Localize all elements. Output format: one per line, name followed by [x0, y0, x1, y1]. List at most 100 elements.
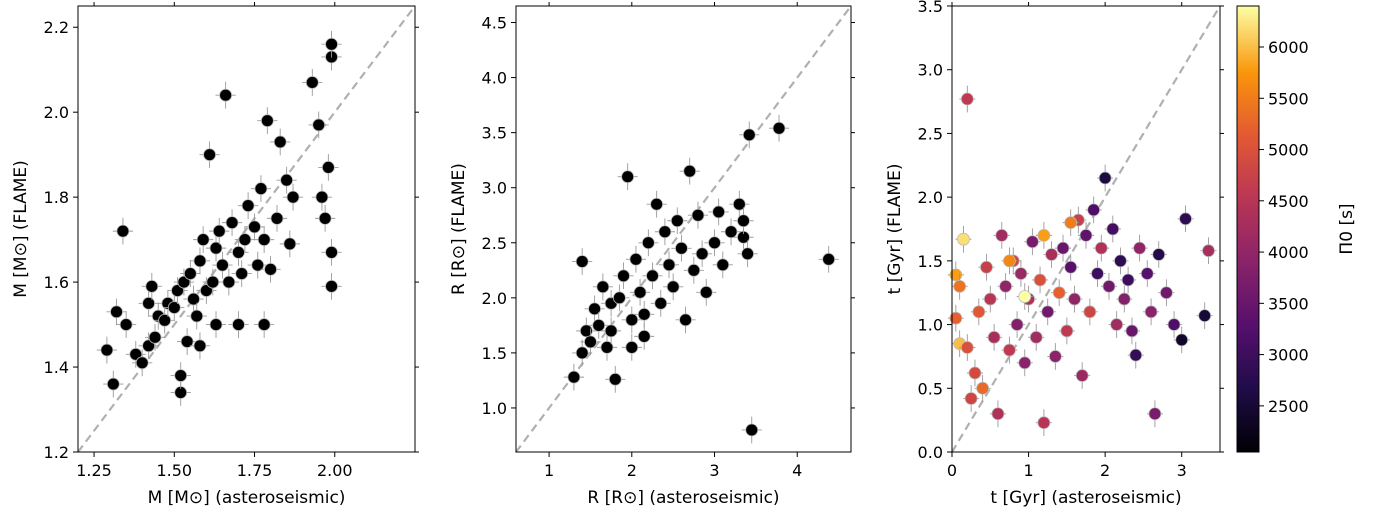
data-point — [1037, 416, 1051, 430]
data-point — [325, 279, 338, 293]
data-point — [158, 313, 172, 327]
y-tick-label: 1.8 — [44, 188, 69, 207]
data-point — [321, 161, 335, 174]
x-tick-label: 3 — [709, 461, 719, 480]
data-point — [637, 307, 651, 321]
data-point — [658, 225, 672, 239]
data-point — [1087, 203, 1101, 217]
y-tick-label: 2.0 — [44, 103, 69, 122]
data-point — [600, 340, 614, 354]
colorbar-tick-label: 5500 — [1268, 89, 1309, 108]
data-point — [625, 313, 639, 327]
data-point — [579, 324, 593, 338]
data-point — [575, 346, 589, 360]
y-tick-label: 4.0 — [482, 69, 507, 88]
data-point — [972, 305, 986, 319]
y-axis-label: t [Gyr] (FLAME) — [885, 164, 905, 295]
age-panel: 0 1 2 3 0.0 0.5 1.0 1.5 2.0 2.5 3.0 3.5 t [Gyr] (ast… — [885, 0, 1224, 508]
data-point — [145, 279, 159, 293]
data-point — [1026, 235, 1039, 249]
data-point — [1110, 318, 1124, 331]
data-point — [248, 220, 261, 234]
data-point — [216, 258, 229, 272]
data-point — [949, 268, 963, 282]
data-point — [1140, 267, 1154, 281]
data-point — [724, 225, 738, 239]
x-tick-label: 1 — [1023, 461, 1033, 480]
data-point — [991, 407, 1005, 421]
colorbar-gradient — [1236, 5, 1260, 453]
data-point — [650, 197, 664, 211]
data-point — [641, 236, 655, 250]
data-point — [209, 318, 223, 331]
data-point — [1041, 305, 1055, 319]
colorbar-tick-label: 3500 — [1268, 294, 1309, 313]
data-point — [325, 37, 338, 51]
data-point — [235, 267, 249, 281]
data-point — [1167, 318, 1181, 331]
data-point — [646, 269, 659, 283]
data-point — [148, 330, 162, 344]
data-point — [964, 392, 978, 405]
x-tick-label: 1 — [544, 461, 554, 480]
y-tick-label: 1.0 — [918, 316, 943, 335]
data-point — [119, 318, 133, 331]
y-axis-label: M [M⊙] (FLAME) — [11, 160, 31, 298]
data-point — [257, 318, 271, 331]
data-point — [957, 232, 970, 246]
x-tick-label: 2.00 — [317, 461, 353, 480]
data-point — [637, 329, 651, 343]
y-tick-label: 2.0 — [918, 188, 943, 207]
data-point — [232, 318, 245, 331]
y-tick-label: 2.2 — [44, 18, 69, 37]
data-point — [196, 233, 210, 247]
data-point — [251, 258, 265, 272]
data-point — [110, 305, 123, 319]
data-point — [960, 341, 974, 354]
data-point — [1014, 267, 1028, 281]
data-point — [315, 190, 329, 204]
data-point — [180, 335, 194, 348]
data-point — [592, 318, 606, 332]
data-point — [1202, 244, 1215, 258]
data-point — [1114, 254, 1127, 268]
x-axis-label: t [Gyr] (asteroseismic) — [990, 488, 1181, 508]
data-point — [1160, 286, 1173, 300]
colorbar: 2500 3000 3500 4000 4500 5000 5500 6000 Π0 [s] — [1236, 5, 1357, 453]
data-point — [976, 381, 990, 395]
data-point — [745, 423, 759, 437]
colorbar-tick-label: 2500 — [1268, 397, 1309, 416]
data-point — [980, 260, 993, 274]
colorbar-tick-label: 5000 — [1268, 141, 1309, 160]
data-point — [1060, 324, 1074, 338]
data-point — [273, 135, 287, 149]
data-point — [968, 366, 982, 380]
data-point — [257, 233, 271, 247]
data-point — [699, 285, 713, 299]
data-point — [225, 216, 239, 230]
data-point — [633, 285, 647, 299]
data-point — [190, 309, 204, 323]
data-point — [219, 88, 233, 102]
data-point — [999, 279, 1012, 293]
x-tick-label: 2 — [1100, 461, 1110, 480]
data-point — [679, 313, 692, 327]
data-point — [712, 205, 726, 219]
data-point — [588, 302, 601, 316]
x-tick-label: 1.75 — [237, 461, 273, 480]
data-point — [1083, 305, 1097, 319]
mass-panel: 1.25 1.50 1.75 2.00 1.2 1.4 1.6 1.8 2.0 2.2 M [M⊙]… — [11, 2, 419, 508]
data-point — [575, 255, 589, 268]
data-point — [106, 377, 120, 391]
data-point — [987, 330, 1001, 344]
data-point — [995, 228, 1009, 242]
data-point — [983, 292, 997, 306]
y-tick-label: 1.6 — [44, 273, 69, 292]
data-point — [567, 370, 581, 384]
data-point — [203, 148, 216, 162]
y-tick-label: 0.0 — [918, 443, 943, 462]
data-point — [960, 92, 974, 106]
data-point — [1048, 350, 1062, 363]
data-point — [232, 245, 245, 259]
data-point — [1102, 279, 1116, 293]
